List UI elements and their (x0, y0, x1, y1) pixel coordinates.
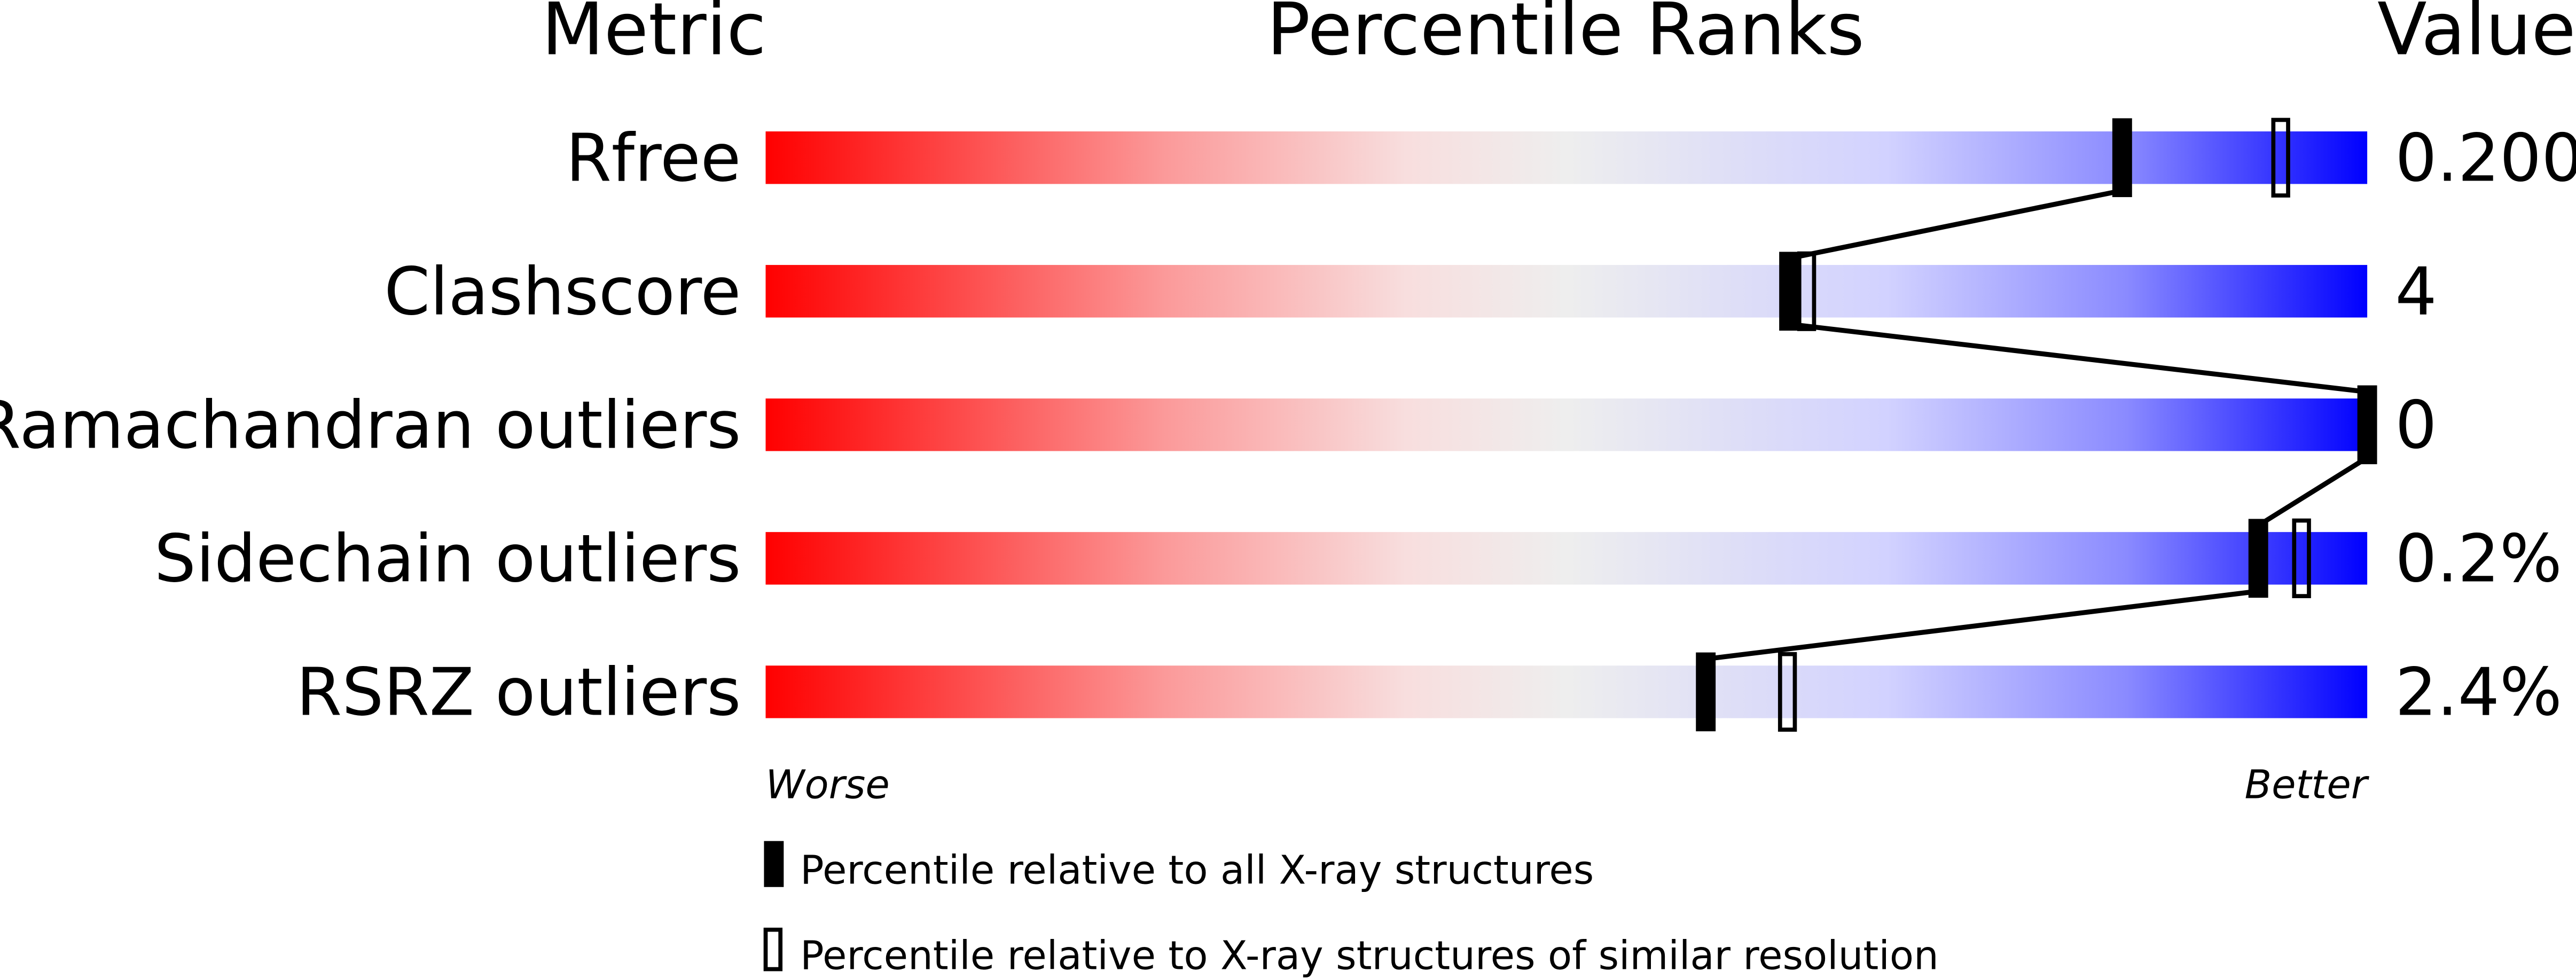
metric-label: Clashscore (384, 254, 741, 330)
metric-label: Rfree (566, 120, 741, 197)
all-structures-marker (2248, 519, 2268, 598)
legend-filled-marker-icon (764, 841, 784, 887)
worse-label: Worse (765, 762, 889, 808)
legend-all-label: Percentile relative to all X-ray structu… (800, 848, 1594, 894)
legend-similar-label: Percentile relative to X-ray structures … (800, 933, 1939, 979)
header-metric: Metric (542, 0, 766, 71)
percentile-bar (765, 398, 2368, 451)
better-label: Better (2244, 762, 2369, 808)
similar-resolution-marker (1778, 652, 1797, 732)
metric-label: Sidechain outliers (154, 521, 741, 597)
header-percentile-ranks: Percentile Ranks (1267, 0, 1865, 71)
percentile-bar (765, 265, 2368, 318)
similar-resolution-marker (2292, 518, 2311, 598)
percentile-bar (765, 532, 2368, 585)
percentile-bar (765, 665, 2368, 718)
metric-label: RSRZ outliers (296, 654, 741, 731)
metric-value: 0.2% (2395, 521, 2562, 597)
percentile-bar (765, 131, 2368, 184)
connector-line (1705, 589, 2259, 662)
metric-label: Ramachandran outliers (0, 387, 741, 464)
all-structures-marker (2112, 118, 2132, 198)
metric-value: 4 (2395, 254, 2437, 330)
metric-value: 0.200 (2395, 120, 2576, 197)
header-value: Value (2377, 0, 2576, 71)
legend-open-marker-icon (763, 927, 783, 972)
connector-line (1788, 188, 2123, 261)
similar-resolution-marker (2271, 118, 2290, 198)
metric-value: 0 (2395, 387, 2437, 464)
metric-value: 2.4% (2395, 654, 2562, 731)
all-structures-marker (2357, 385, 2377, 465)
connector-line (2257, 455, 2369, 528)
all-structures-marker (1696, 652, 1716, 732)
connector-line (1789, 322, 2368, 395)
all-structures-marker (1779, 252, 1799, 331)
